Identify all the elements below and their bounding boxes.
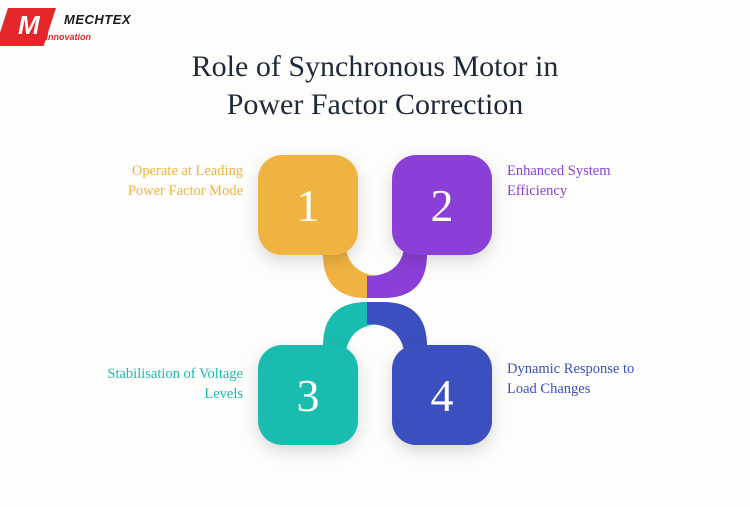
tile-2: 2 xyxy=(392,155,492,255)
caption-4: Dynamic Response to Load Changes xyxy=(507,360,657,399)
tile-3-number: 3 xyxy=(297,369,320,422)
tile-2-number: 2 xyxy=(431,179,454,232)
caption-4-text: Dynamic Response to Load Changes xyxy=(507,361,634,397)
infographic-diagram: 1 Operate at Leading Power Factor Mode 2… xyxy=(75,150,675,470)
caption-2-text: Enhanced System Efficiency xyxy=(507,163,611,199)
tile-3: 3 xyxy=(258,345,358,445)
logo-brand-text: MECHTEX xyxy=(64,12,131,27)
caption-2: Enhanced System Efficiency xyxy=(507,162,657,201)
tile-1: 1 xyxy=(258,155,358,255)
page-title: Role of Synchronous Motor inPower Factor… xyxy=(0,48,750,123)
tile-1-number: 1 xyxy=(297,179,320,232)
tile-4: 4 xyxy=(392,345,492,445)
caption-1: Operate at Leading Power Factor Mode xyxy=(93,162,243,201)
caption-1-text: Operate at Leading Power Factor Mode xyxy=(128,163,243,199)
tile-4-number: 4 xyxy=(431,369,454,422)
caption-3: Stabilisation of Voltage Levels xyxy=(93,365,243,404)
brand-logo: M MECHTEX Driving Innovation xyxy=(8,8,148,48)
caption-3-text: Stabilisation of Voltage Levels xyxy=(107,366,243,402)
logo-tagline: Driving Innovation xyxy=(12,32,91,42)
